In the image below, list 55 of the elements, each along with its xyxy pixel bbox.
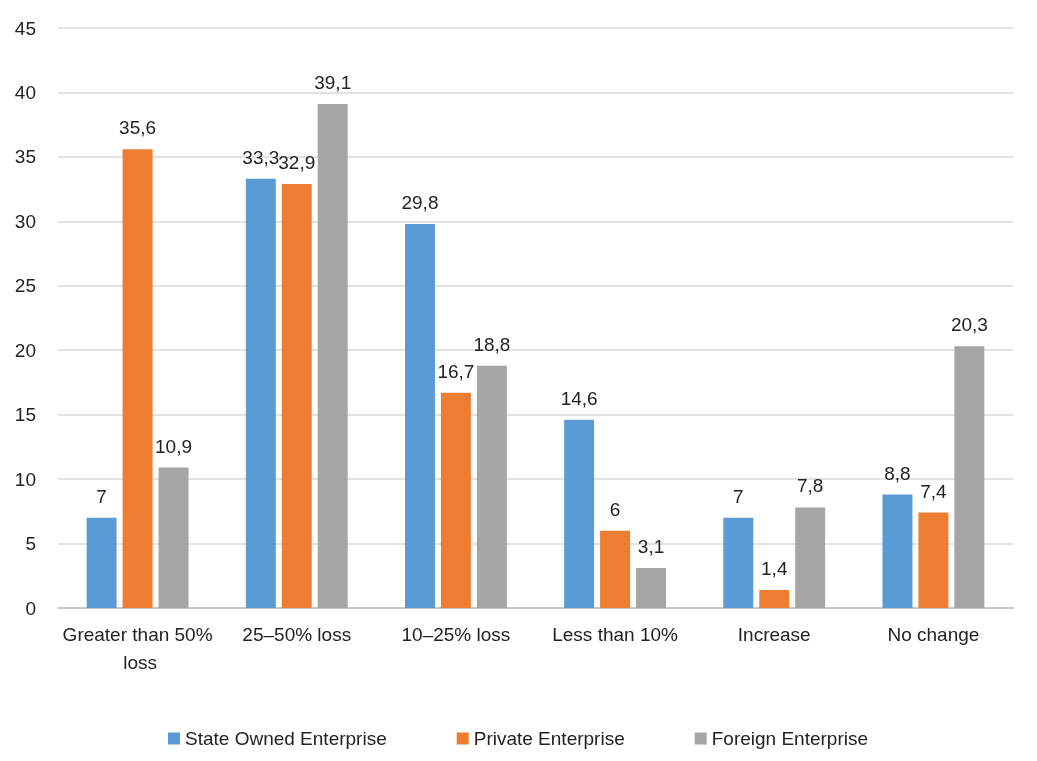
bar <box>600 530 631 608</box>
bar <box>281 183 312 608</box>
y-tick-label: 15 <box>14 404 36 426</box>
x-tick-label: No change <box>887 623 980 645</box>
data-label: 7 <box>733 485 744 507</box>
y-tick-label: 25 <box>14 275 36 297</box>
data-label: 3,1 <box>637 536 665 558</box>
bar <box>795 507 826 608</box>
y-tick-label: 40 <box>14 81 36 103</box>
bar <box>636 568 667 608</box>
data-label: 7,8 <box>796 475 824 497</box>
bar <box>918 512 949 608</box>
bar <box>564 419 595 608</box>
bar <box>759 589 790 608</box>
x-tick-label: Increase <box>737 623 811 645</box>
y-tick-label: 0 <box>25 597 36 619</box>
y-tick-label: 10 <box>14 468 36 490</box>
data-label: 16,7 <box>437 360 475 382</box>
data-label: 33,3 <box>242 146 280 168</box>
bar <box>882 494 913 608</box>
data-label: 32,9 <box>278 151 316 173</box>
bar <box>954 346 985 608</box>
legend-label: Foreign Enterprise <box>711 728 869 749</box>
x-tick-label: Greater than 50% loss <box>62 623 213 673</box>
data-label: 39,1 <box>314 72 352 94</box>
bar <box>86 517 117 608</box>
bar <box>158 467 189 608</box>
data-label: 35,6 <box>119 117 157 139</box>
y-tick-label: 35 <box>14 146 36 168</box>
data-label: 14,6 <box>560 387 598 409</box>
bar <box>317 104 348 608</box>
bar <box>122 149 153 608</box>
bar <box>440 392 471 608</box>
x-tick-label: Less than 10% <box>552 623 679 645</box>
bar <box>723 517 754 608</box>
y-tick-label: 5 <box>25 533 36 555</box>
y-tick-label: 30 <box>14 210 36 232</box>
data-label: 7,4 <box>920 480 948 502</box>
bar <box>476 365 507 608</box>
data-label: 6 <box>609 498 621 520</box>
data-label: 29,8 <box>401 191 439 213</box>
y-tick-label: 45 <box>14 17 36 39</box>
data-label: 8,8 <box>884 462 911 484</box>
x-tick-label: 25–50% loss <box>242 623 352 645</box>
data-label: 7 <box>96 485 107 507</box>
data-label: 1,4 <box>761 557 788 579</box>
data-label: 18,8 <box>473 333 511 355</box>
legend-label: State Owned Enterprise <box>184 728 387 749</box>
bar <box>404 223 435 608</box>
data-label: 20,3 <box>950 314 988 336</box>
data-label: 10,9 <box>155 435 193 457</box>
legend-label: Private Enterprise <box>473 728 625 749</box>
y-tick-label: 20 <box>14 339 36 361</box>
bar <box>245 178 276 608</box>
x-tick-label: 10–25% loss <box>401 623 511 645</box>
